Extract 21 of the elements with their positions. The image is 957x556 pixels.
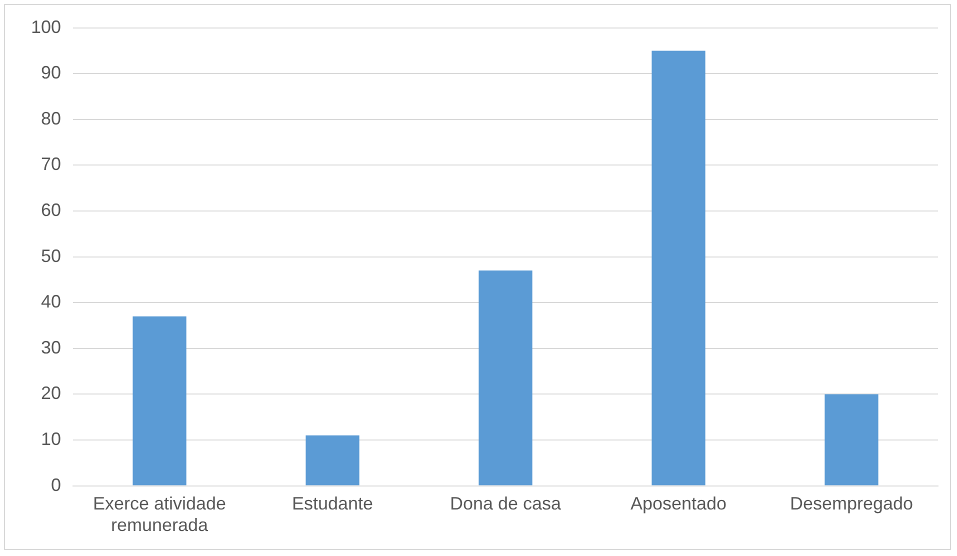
y-tick-label: 80 [41,108,62,128]
x-tick-label: Dona de casa [450,494,562,514]
y-tick-label: 70 [41,154,62,174]
bar [478,270,532,486]
y-tick-label: 0 [51,474,62,495]
y-tick-label: 100 [30,16,62,37]
y-tick-label: 10 [41,428,62,449]
x-tick-label: Exerce atividade remunerada [92,494,226,536]
y-tick-label: 90 [41,62,62,83]
y-tick-label: 60 [41,200,62,220]
bar [306,435,360,486]
bar [652,50,706,486]
bar [824,394,878,486]
x-tick-label: Desempregado [790,494,914,514]
y-tick-label: 50 [41,246,62,266]
y-tick-label: 20 [41,383,62,404]
bar [132,316,186,486]
y-tick-label: 40 [41,292,62,312]
x-tick-label: Estudante [292,494,374,514]
y-tick-label: 30 [41,337,62,358]
x-tick-label: Aposentado [630,494,727,514]
